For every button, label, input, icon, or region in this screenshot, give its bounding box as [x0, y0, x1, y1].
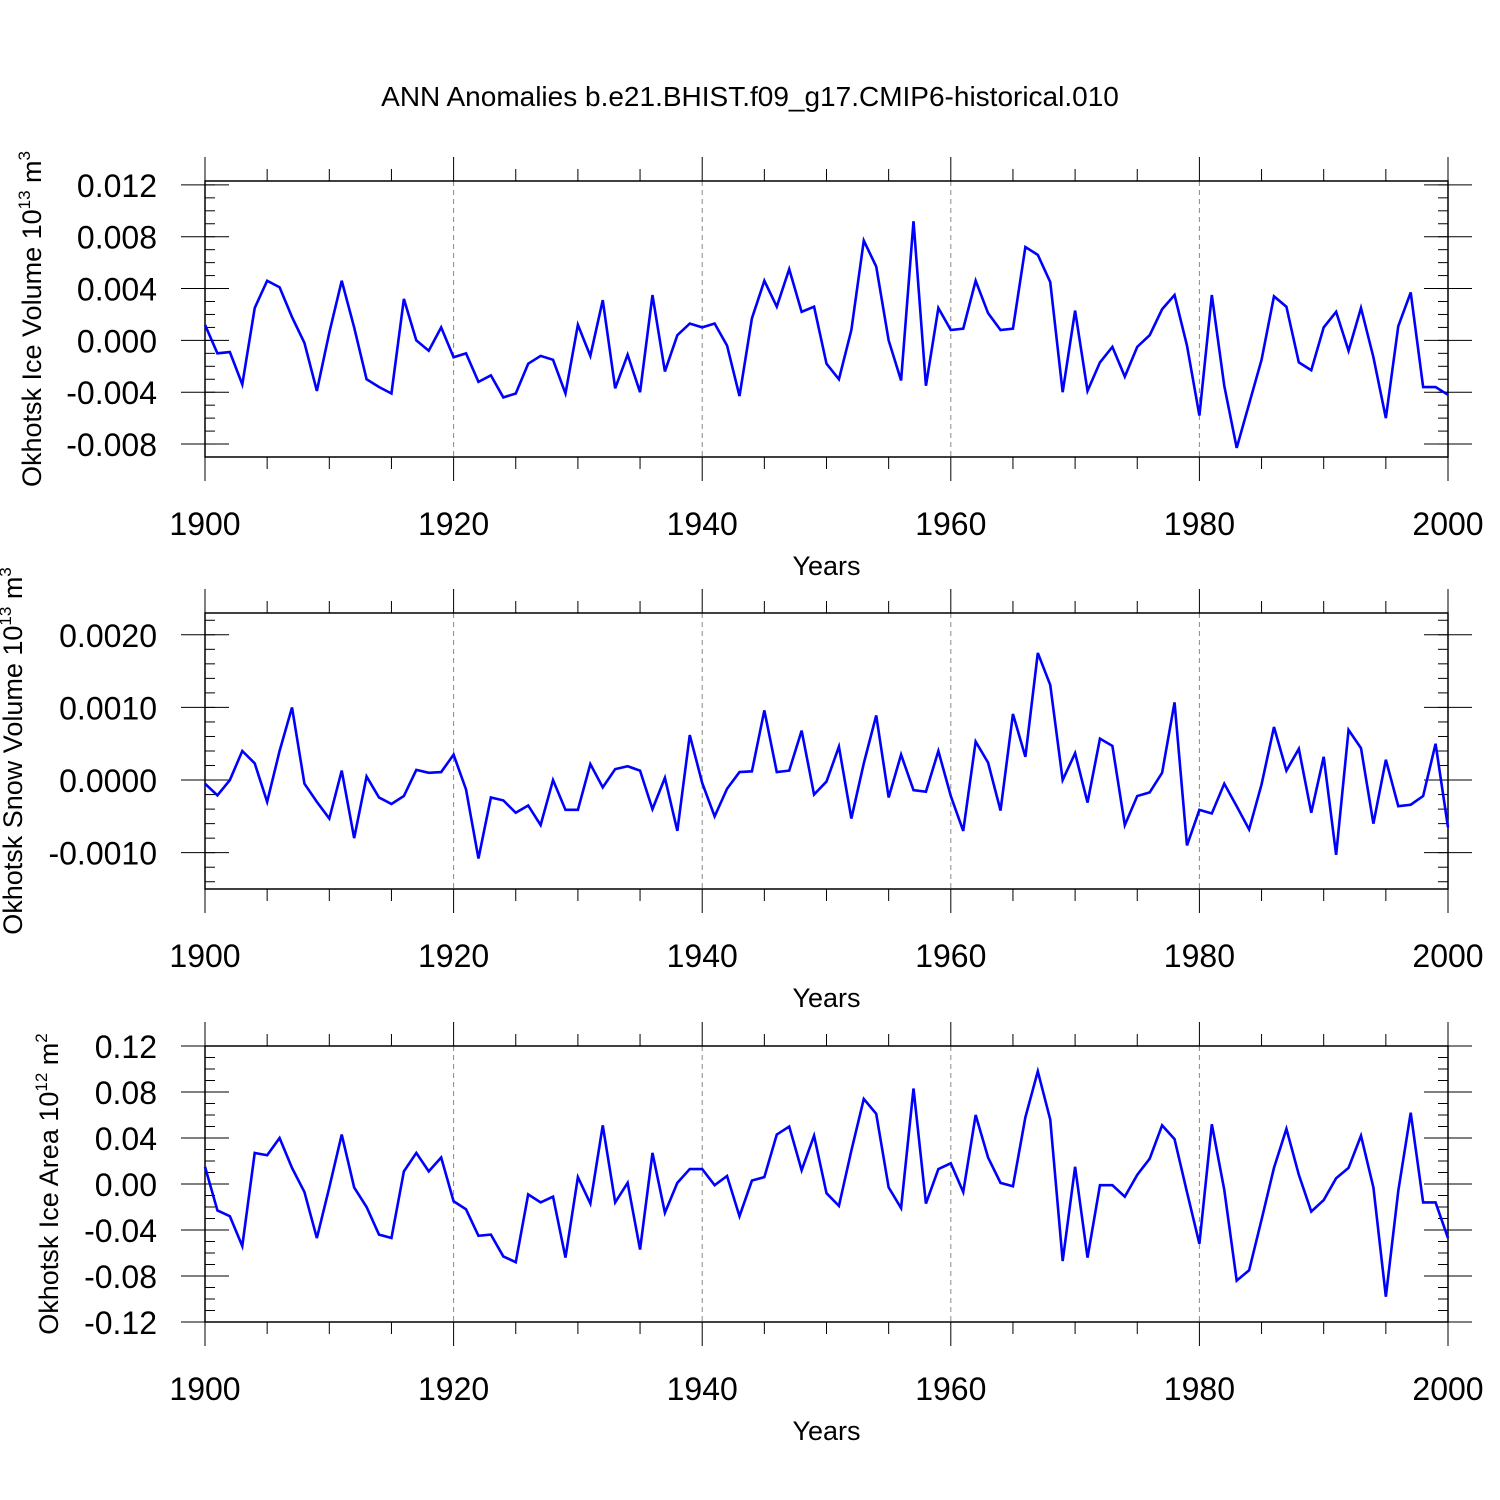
y-axis-title-unit-exponent: 3	[0, 567, 15, 576]
y-axis-title-unit: m	[17, 160, 47, 190]
panel-3: 0.12 0.08 0.04 0.00 -0.04 -0.08 -0.12 1900 1920 1…	[32, 1022, 1484, 1446]
plot-frame	[204, 612, 1449, 890]
x-tick-label: 1900	[169, 1371, 240, 1407]
y-tick-label: -0.008	[66, 427, 157, 463]
y-tick-label: -0.08	[84, 1259, 157, 1295]
y-tick-label: 0.0010	[59, 690, 157, 726]
y-axis-title-unit: m	[0, 577, 28, 607]
x-tick-label: 1960	[915, 506, 986, 542]
panel-2: 0.0020 0.0010 0.0000 -0.0010 1900 1920 1940 196…	[0, 567, 1484, 1013]
panel-1: 0.012 0.008 0.004 0.000 -0.004 -0.008 1900 1920…	[15, 151, 1484, 581]
series-line	[204, 652, 1450, 859]
y-tick-label: 0.012	[77, 168, 157, 204]
x-tick-label: 1900	[169, 506, 240, 542]
panels: 0.012 0.008 0.004 0.000 -0.004 -0.008 1900 1920…	[0, 151, 1484, 1446]
x-tick-label: 1960	[915, 938, 986, 974]
x-tick-label: 2000	[1412, 1371, 1483, 1407]
y-tick-label: 0.0000	[59, 763, 157, 799]
x-tick-label: 1900	[169, 938, 240, 974]
series-line	[203, 1066, 1450, 1297]
y-axis-title-exponent: 12	[32, 1073, 51, 1092]
y-axis-title: Okhotsk Ice Area 1012 m2	[32, 1033, 64, 1335]
y-axis-title-unit-exponent: 3	[15, 151, 34, 160]
y-axis-title-text: Okhotsk Ice Volume 10	[17, 209, 47, 487]
x-tick-label: 1980	[1164, 938, 1235, 974]
x-tick-label: 2000	[1412, 506, 1483, 542]
figure-title: ANN Anomalies b.e21.BHIST.f09_g17.CMIP6-…	[381, 81, 1119, 112]
y-tick-label: 0.00	[95, 1167, 157, 1203]
y-axis-title-exponent: 13	[15, 190, 34, 209]
x-tick-label: 1920	[418, 506, 489, 542]
y-axis-title-unit-exponent: 2	[32, 1033, 51, 1042]
y-tick-label: -0.004	[66, 375, 157, 411]
series-line	[203, 221, 1449, 449]
y-tick-label: 0.08	[95, 1075, 157, 1111]
y-tick-label: 0.12	[95, 1029, 157, 1065]
plot-frame	[204, 180, 1449, 458]
x-tick-label: 1940	[667, 1371, 738, 1407]
y-axis-title-text: Okhotsk Ice Area 10	[34, 1092, 64, 1335]
x-tick-label: 1980	[1164, 506, 1235, 542]
y-tick-label: -0.0010	[48, 836, 157, 872]
y-tick-label: 0.0020	[59, 618, 157, 654]
x-tick-label: 1960	[915, 1371, 986, 1407]
y-tick-label: 0.004	[77, 272, 157, 308]
x-tick-label: 1940	[667, 506, 738, 542]
y-tick-label: 0.008	[77, 220, 157, 256]
y-axis-title: Okhotsk Snow Volume 1013 m3	[0, 567, 28, 935]
y-axis-title-exponent: 13	[0, 607, 15, 626]
plot-frame	[204, 1045, 1449, 1323]
y-tick-label: -0.12	[84, 1305, 157, 1341]
y-tick-label: 0.000	[77, 323, 157, 359]
x-axis-title: Years	[792, 1416, 860, 1446]
x-axis-title: Years	[792, 551, 860, 581]
y-tick-label: -0.04	[84, 1213, 157, 1249]
x-axis-title: Years	[792, 983, 860, 1013]
x-tick-label: 2000	[1412, 938, 1483, 974]
x-tick-label: 1980	[1164, 1371, 1235, 1407]
y-tick-label: 0.04	[95, 1121, 157, 1157]
x-tick-label: 1920	[418, 1371, 489, 1407]
y-axis-title-unit: m	[34, 1043, 64, 1073]
y-axis-title-text: Okhotsk Snow Volume 10	[0, 626, 28, 935]
x-tick-label: 1940	[667, 938, 738, 974]
x-tick-label: 1920	[418, 938, 489, 974]
y-axis-title: Okhotsk Ice Volume 1013 m3	[15, 151, 47, 487]
